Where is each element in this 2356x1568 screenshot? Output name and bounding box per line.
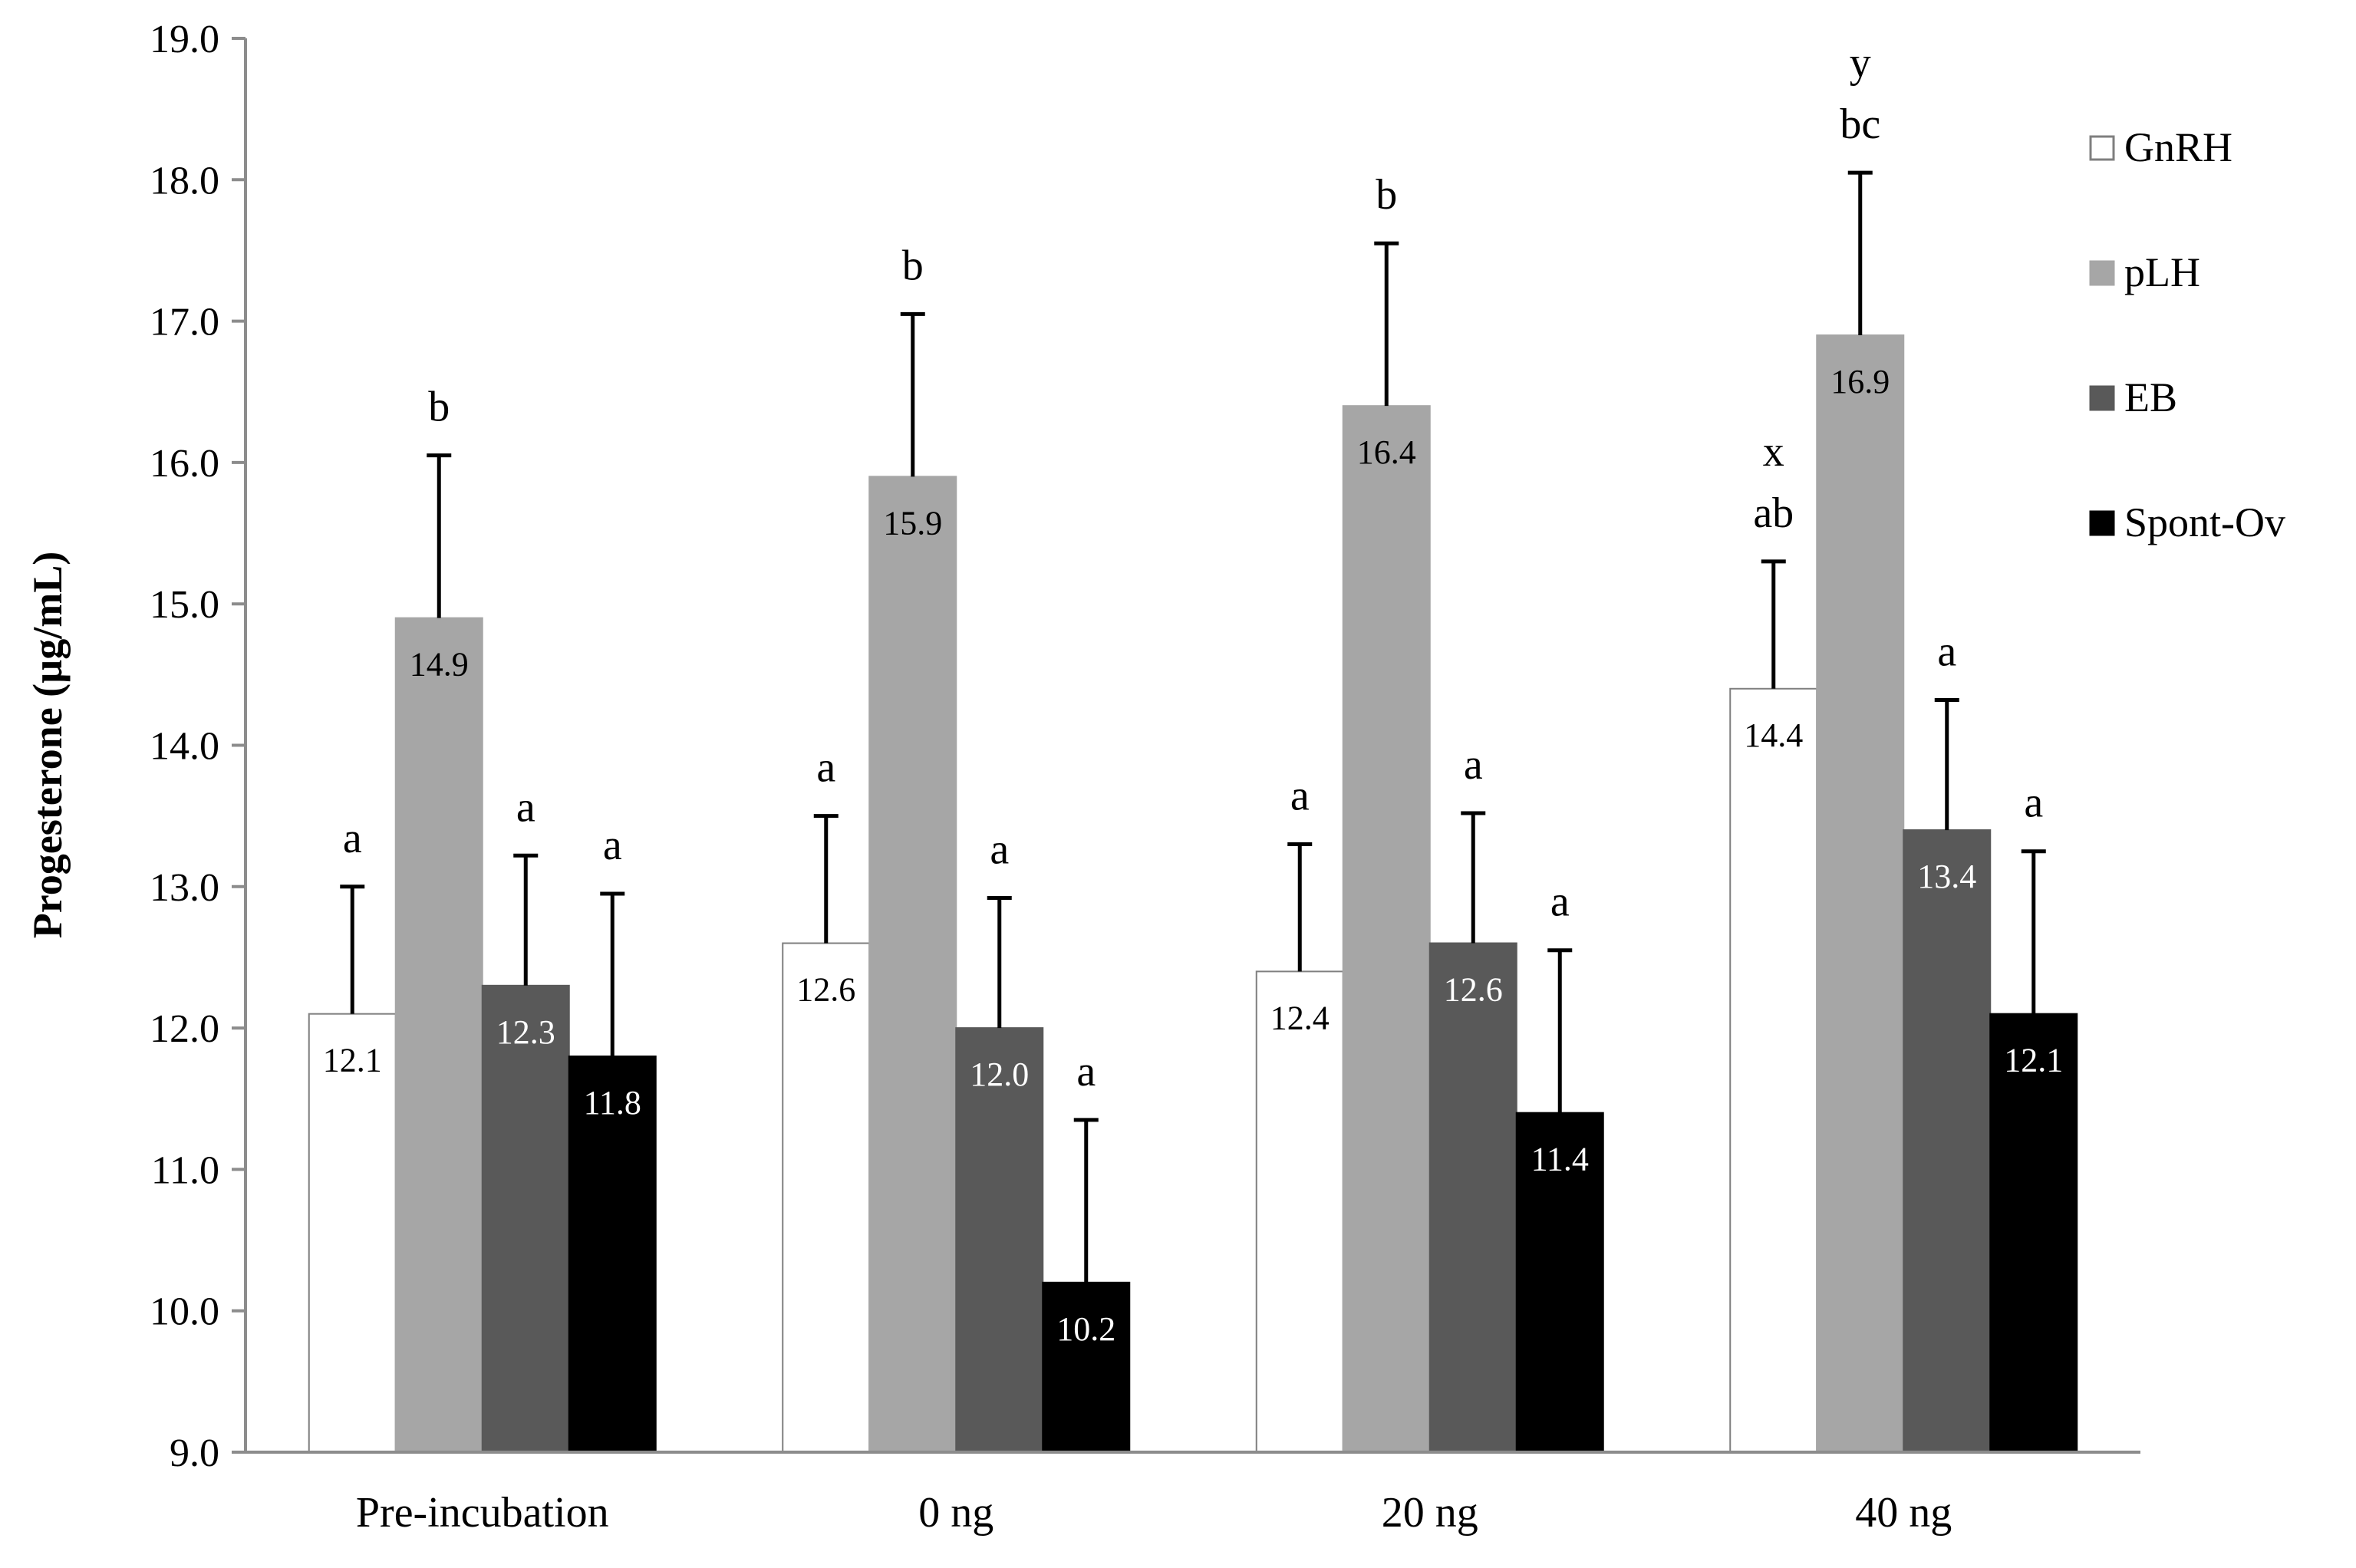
bar xyxy=(568,1055,657,1453)
value-label: 13.4 xyxy=(1917,858,1976,895)
legend-swatch xyxy=(2089,385,2115,411)
value-label: 12.1 xyxy=(323,1042,382,1079)
value-label: 14.4 xyxy=(1744,716,1803,754)
axes xyxy=(244,38,2140,1454)
value-label: 16.9 xyxy=(1830,363,1890,400)
significance-letter: b xyxy=(428,384,450,431)
data-labels: 12.1 a 12.6 a 12.4 a 14.4 ab x 14.9 b 15.9 b 16.4 b 16.… xyxy=(323,39,2064,1348)
y-tick-label: 18.0 xyxy=(150,159,219,203)
bar xyxy=(481,984,570,1454)
value-label: 12.3 xyxy=(496,1013,555,1051)
x-tick-label: 40 ng xyxy=(1855,1489,1952,1537)
value-label: 10.2 xyxy=(1056,1310,1115,1348)
bar xyxy=(1989,1013,2078,1454)
y-tick-label: 19.0 xyxy=(150,18,219,61)
significance-letter: a xyxy=(990,826,1009,874)
significance-letter: a xyxy=(1937,628,1956,676)
bar xyxy=(1729,687,1818,1453)
legend: GnRH pLH EB Spont-Ov xyxy=(2089,124,2285,545)
legend-label: EB xyxy=(2124,374,2177,420)
y-tick-label: 13.0 xyxy=(150,866,219,910)
significance-letter-extra: y xyxy=(1850,39,1871,87)
legend-label: GnRH xyxy=(2124,124,2232,170)
legend-swatch xyxy=(2089,135,2115,161)
bar xyxy=(394,617,483,1453)
significance-letter: a xyxy=(516,783,535,831)
bar xyxy=(1515,1112,1604,1454)
significance-letter: ab xyxy=(1753,489,1794,537)
y-axis-title: Progesterone (µg/mL) xyxy=(25,552,71,938)
significance-letter: a xyxy=(343,815,362,862)
x-tick-label: 20 ng xyxy=(1382,1489,1478,1537)
legend-swatch xyxy=(2089,260,2115,286)
value-label: 12.0 xyxy=(970,1056,1029,1093)
bar xyxy=(782,942,871,1453)
value-label: 12.6 xyxy=(796,971,855,1009)
y-tick-label: 15.0 xyxy=(150,583,219,627)
legend-swatch xyxy=(2089,510,2115,536)
x-axis-labels: Pre-incubation 0 ng 20 ng 40 ng xyxy=(356,1489,1952,1537)
bar xyxy=(308,1013,397,1454)
bar xyxy=(1042,1281,1131,1453)
bar xyxy=(955,1027,1044,1453)
bar xyxy=(1255,970,1344,1453)
y-tick-label: 10.0 xyxy=(150,1290,219,1334)
value-label: 15.9 xyxy=(883,504,942,542)
significance-letter: a xyxy=(1550,878,1570,926)
significance-letter: a xyxy=(1290,772,1310,820)
y-tick-label: 11.0 xyxy=(151,1148,219,1192)
significance-letter: a xyxy=(2024,779,2043,827)
legend-label: pLH xyxy=(2124,249,2200,295)
significance-letter: b xyxy=(902,242,924,289)
y-tick-label: 16.0 xyxy=(150,442,219,486)
significance-letter: a xyxy=(1076,1048,1096,1095)
bar xyxy=(1816,334,1905,1453)
value-label: 12.4 xyxy=(1270,999,1330,1036)
significance-letter-extra: x xyxy=(1763,428,1784,476)
significance-letter: bc xyxy=(1840,100,1880,148)
x-tick-label: 0 ng xyxy=(918,1489,993,1537)
y-axis-ticks: 9.0 10.0 11.0 12.0 13.0 14.0 15.0 16.0 17.0 18.0 1… xyxy=(150,18,245,1475)
value-label: 14.9 xyxy=(410,646,469,684)
bar xyxy=(1342,405,1431,1453)
x-tick-label: Pre-incubation xyxy=(356,1489,609,1537)
value-label: 11.4 xyxy=(1531,1141,1589,1178)
significance-letter: a xyxy=(603,822,622,869)
value-label: 11.8 xyxy=(584,1084,641,1122)
bar xyxy=(1903,829,1992,1453)
significance-letter: a xyxy=(1464,741,1483,789)
bar xyxy=(1428,942,1517,1453)
y-tick-label: 9.0 xyxy=(170,1431,219,1475)
value-label: 12.6 xyxy=(1444,971,1503,1009)
legend-label: Spont-Ov xyxy=(2124,499,2285,545)
bars xyxy=(308,334,2078,1454)
y-tick-label: 17.0 xyxy=(150,301,219,344)
y-tick-label: 14.0 xyxy=(150,725,219,769)
significance-letter: b xyxy=(1376,171,1397,219)
significance-letter: a xyxy=(816,744,835,792)
y-tick-label: 12.0 xyxy=(150,1007,219,1051)
bar xyxy=(868,476,957,1454)
value-label: 12.1 xyxy=(2004,1042,2063,1079)
value-label: 16.4 xyxy=(1357,433,1416,471)
error-bars xyxy=(340,170,2046,1283)
